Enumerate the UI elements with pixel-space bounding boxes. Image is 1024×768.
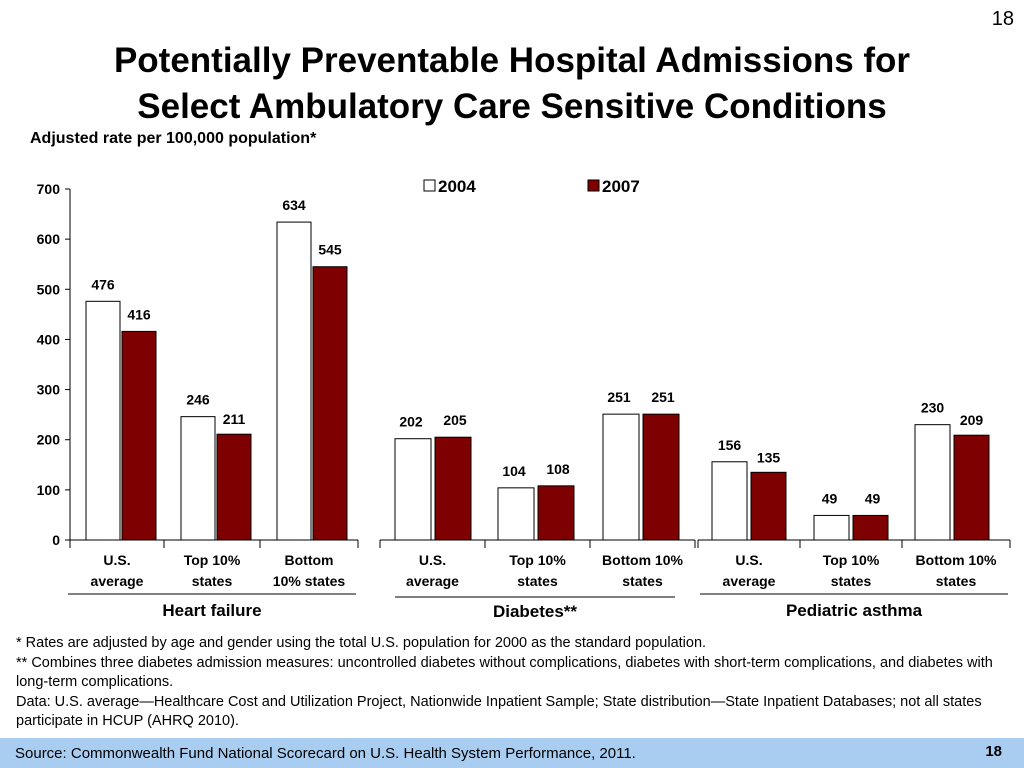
bar-2004 (497, 487, 535, 541)
footnote-diabetes-measures: ** Combines three diabetes admission mea… (16, 654, 993, 691)
x-category-label-line1: U.S. (419, 552, 446, 568)
x-category-label-line1: Top 10% (184, 552, 241, 568)
footnotes: * Rates are adjusted by age and gender u… (16, 634, 1006, 732)
title-line-1: Potentially Preventable Hospital Admissi… (113, 41, 911, 80)
group-label: Pediatric asthma (786, 601, 923, 620)
bar-2004 (276, 221, 312, 541)
data-label-2007: 211 (223, 411, 246, 427)
data-label-2007: 108 (546, 461, 570, 477)
data-label-2007: 205 (443, 412, 467, 428)
y-tick-label: 300 (37, 382, 61, 398)
data-label-2004: 230 (921, 400, 945, 416)
x-category-label-line2: states (192, 573, 233, 589)
bar-2007 (434, 436, 472, 541)
data-label-2004: 104 (502, 463, 526, 479)
legend-label: 2004 (438, 177, 476, 196)
legend-label: 2007 (602, 177, 640, 196)
slide-title: Potentially Preventable Hospital Admissi… (0, 38, 1024, 130)
bar-2007 (852, 514, 889, 541)
x-category-label-line1: U.S. (103, 552, 130, 568)
data-label-2007: 209 (960, 412, 984, 428)
bar-2004 (180, 416, 216, 541)
title-line-2: Select Ambulatory Care Sensitive Conditi… (137, 87, 887, 126)
bar-2007 (642, 413, 680, 541)
bar-2007 (537, 485, 575, 541)
x-category-label-line1: U.S. (735, 552, 762, 568)
x-category-label-line2: average (406, 573, 459, 589)
x-category-label-line2: average (91, 573, 144, 589)
x-category-label-line2: average (723, 573, 776, 589)
bar-2004 (813, 514, 850, 541)
source-text: Source: Commonwealth Fund National Score… (15, 745, 636, 762)
y-tick-label: 100 (37, 482, 61, 498)
footnote-rates-adjusted: * Rates are adjusted by age and gender u… (16, 635, 707, 651)
bar-2007 (121, 330, 157, 541)
group-label: Heart failure (162, 601, 261, 620)
y-tick-label: 0 (52, 532, 60, 548)
x-category-label-line1: Bottom 10% (916, 552, 997, 568)
data-label-2007: 416 (127, 306, 151, 322)
x-category-label-line2: states (936, 573, 977, 589)
data-label-2007: 49 (865, 490, 881, 506)
source-bar: Source: Commonwealth Fund National Score… (0, 738, 1024, 768)
data-label-2007: 545 (318, 242, 342, 258)
bar-2007 (750, 471, 787, 541)
bar-2004 (394, 438, 432, 541)
page-number: 18 (991, 8, 1014, 30)
y-tick-label: 200 (37, 432, 61, 448)
bar-2007 (953, 434, 990, 541)
x-category-label-line1: Top 10% (509, 552, 566, 568)
x-category-label-line1: Bottom (285, 552, 334, 568)
data-label-2004: 156 (718, 437, 742, 453)
data-label-2007: 251 (651, 389, 675, 405)
data-label-2004: 49 (822, 490, 838, 506)
chart-subtitle: Adjusted rate per 100,000 population* (30, 130, 317, 147)
y-tick-label: 500 (37, 281, 61, 297)
x-category-label-line2: states (517, 573, 558, 589)
bar-2004 (602, 413, 640, 541)
x-category-label-line1: Bottom 10% (602, 552, 683, 568)
x-category-label-line2: 10% states (273, 573, 346, 589)
bar-chart: 0 100 200 300 400 500 600 700 476 416 U.S. average 2… (37, 177, 1011, 621)
y-tick-label: 600 (37, 231, 61, 247)
x-category-label-line2: states (831, 573, 872, 589)
data-label-2004: 246 (186, 392, 210, 408)
group-label: Diabetes** (493, 602, 577, 621)
data-label-2004: 202 (399, 414, 423, 430)
bar-2004 (711, 461, 748, 541)
legend-swatch-2004 (423, 179, 436, 192)
bar-2007 (312, 266, 348, 541)
x-category-label-line2: states (622, 573, 663, 589)
bar-2004 (85, 300, 121, 541)
data-label-2004: 476 (91, 276, 115, 292)
data-label-2004: 634 (282, 197, 306, 213)
source-page-number: 18 (985, 743, 1002, 760)
x-category-label-line1: Top 10% (823, 552, 880, 568)
legend-swatch-2007 (587, 179, 600, 192)
data-label-2007: 135 (757, 449, 781, 465)
data-label-2004: 251 (607, 389, 631, 405)
bar-2004 (914, 424, 951, 541)
y-tick-label: 400 (37, 331, 61, 347)
y-tick-label: 700 (37, 181, 61, 197)
bar-2007 (216, 433, 252, 541)
footnote-data-sources: Data: U.S. average—Healthcare Cost and U… (16, 693, 982, 730)
